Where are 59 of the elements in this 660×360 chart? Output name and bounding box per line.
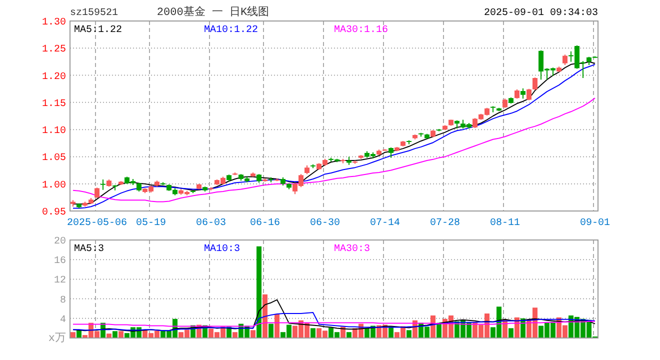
bar xyxy=(436,324,442,338)
y-tick-label: 1.10 xyxy=(42,126,66,138)
y-tick-label: 1.00 xyxy=(42,180,66,192)
candlestick xyxy=(562,54,568,66)
text: 2025-09-01 09:34:03 xyxy=(484,8,598,19)
bar xyxy=(310,328,316,338)
y-axis-title: x万 xyxy=(48,332,66,345)
y-tick-label: 1.30 xyxy=(42,18,66,28)
x-tick-label: 06-03 xyxy=(196,218,226,229)
bar xyxy=(118,331,124,338)
x-tick-label: 2025-05-06 xyxy=(66,218,128,229)
bar xyxy=(232,332,238,338)
line-series xyxy=(72,98,596,202)
bar xyxy=(256,246,262,338)
x-tick-label: 06-16 xyxy=(250,218,280,229)
x-tick-label: 07-14 xyxy=(370,218,400,229)
bar xyxy=(406,330,412,338)
line-series xyxy=(72,299,596,332)
text: MA10:3 xyxy=(204,244,240,255)
candlestick xyxy=(388,146,394,158)
y-tick-label: 1.05 xyxy=(42,153,66,164)
chart-title: 2000基金 一 日K线图 xyxy=(156,5,270,19)
bar xyxy=(70,332,76,338)
candlestick xyxy=(526,88,532,101)
y-tick-label: 20 xyxy=(54,236,66,248)
bar xyxy=(112,331,118,338)
y-tick-label: 0.95 xyxy=(42,208,66,218)
x-tick-label: 08-11 xyxy=(490,218,520,229)
line-series xyxy=(72,312,596,332)
y-tick-label: 1.25 xyxy=(42,44,66,56)
text: MA30:3 xyxy=(334,244,370,255)
bar xyxy=(346,332,352,338)
chart-subtitle: sz159521 xyxy=(70,8,118,19)
y-tick-label: 16 xyxy=(54,256,66,268)
bar xyxy=(268,324,274,338)
y-tick-label: 1.20 xyxy=(42,72,66,83)
text: MA30:1.16 xyxy=(334,25,388,36)
bar xyxy=(508,328,514,338)
y-tick-label: 4 xyxy=(60,314,66,326)
bar xyxy=(274,314,280,338)
x-tick-label: 07-28 xyxy=(430,218,460,229)
candlestick xyxy=(520,88,526,100)
text: MA10:1.22 xyxy=(204,25,258,36)
x-tick-label: 06-30 xyxy=(310,218,340,229)
text: MA5:3 xyxy=(74,244,104,255)
bar xyxy=(262,294,268,338)
candlestick xyxy=(514,88,520,100)
y-tick-label: 12 xyxy=(54,276,66,287)
candlestick xyxy=(100,179,106,190)
candlestick xyxy=(502,98,508,108)
y-tick-label: 1.15 xyxy=(42,98,66,110)
x-tick-label: 09-01 xyxy=(580,218,610,229)
candlestick xyxy=(532,76,538,90)
text: MA5:1.22 xyxy=(74,25,122,36)
y-tick-label: 8 xyxy=(60,295,66,306)
candlestick xyxy=(94,187,100,198)
bar xyxy=(250,330,256,338)
x-tick-label: 05-19 xyxy=(136,218,166,229)
bar xyxy=(106,334,112,338)
